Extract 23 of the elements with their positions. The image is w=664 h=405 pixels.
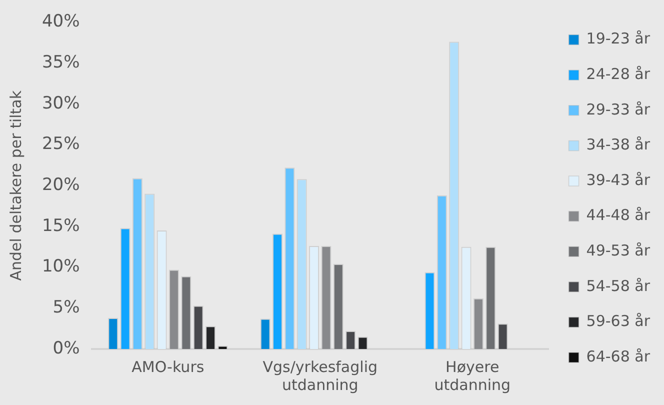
legend-label: 64-68 år: [586, 347, 651, 366]
legend-label: 59-63 år: [586, 312, 651, 330]
y-tick-label: 40%: [42, 12, 80, 32]
legend-label: 49-53 år: [586, 241, 651, 260]
y-tick-label: 15%: [42, 216, 80, 236]
legend-label: 29-33 år: [586, 100, 651, 118]
y-tick-label: 20%: [42, 175, 80, 196]
y-tick-label: 10%: [42, 256, 80, 277]
legend-label: 34-38 år: [586, 136, 651, 154]
legend-label: 39-43 år: [586, 170, 651, 189]
legend-label: 19-23 år: [586, 30, 651, 48]
y-tick-label: 35%: [42, 52, 80, 72]
y-axis-title: Andel deltakere per tiltak: [6, 90, 25, 281]
x-tick-label: Høyere utdanning: [434, 358, 511, 394]
y-tick-label: 0%: [52, 338, 80, 358]
legend-label: 44-48 år: [586, 206, 651, 224]
y-tick-label: 5%: [52, 298, 80, 318]
legend-label: 54-58 år: [586, 276, 651, 295]
y-tick-label: 30%: [42, 93, 80, 114]
legend-label: 24-28 år: [586, 64, 651, 83]
x-tick-label: Vgs/yrkesfaglig utdanning: [262, 358, 378, 394]
x-tick-label: AMO-kurs: [132, 358, 204, 376]
y-tick-label: 25%: [42, 134, 80, 154]
